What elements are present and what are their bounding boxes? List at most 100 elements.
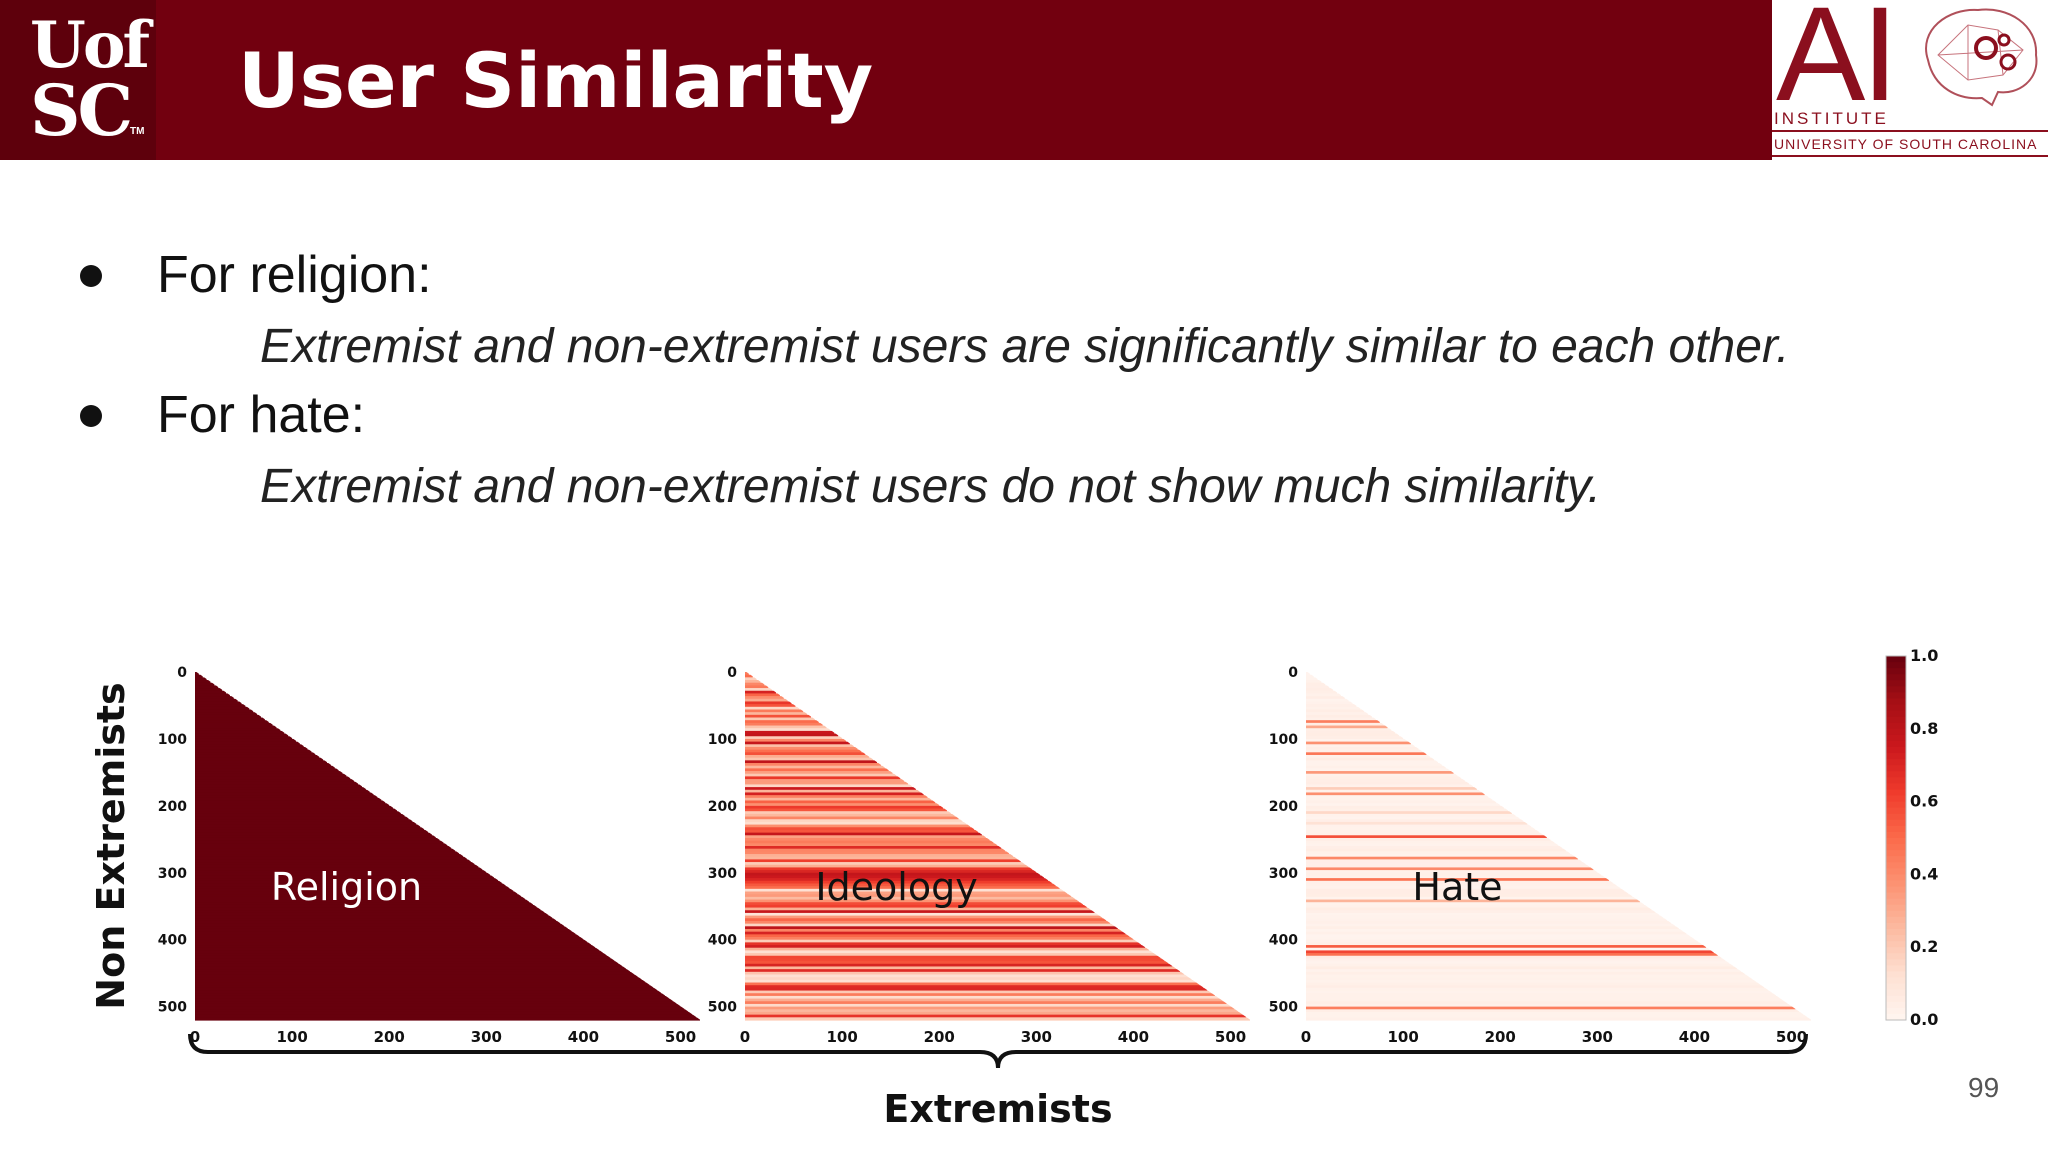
heatmap-row-religion	[195, 672, 199, 676]
heatmap-row-religion	[195, 867, 483, 871]
heatmap-row-ideology	[745, 690, 777, 695]
heatmap-row-ideology	[745, 1003, 1231, 1008]
colorbar-segment	[1886, 771, 1906, 778]
heatmap-row-hate	[1306, 896, 1637, 901]
heatmap-row-hate	[1306, 979, 1757, 984]
heatmap-row-religion	[195, 776, 351, 780]
heatmap-row-religion	[195, 953, 607, 957]
heatmap-row-hate	[1306, 840, 1555, 844]
heatmap-row-ideology	[745, 910, 1095, 914]
heatmap-row-hate	[1306, 728, 1392, 732]
colorbar-segment	[1886, 698, 1906, 706]
heatmap-row-ideology	[745, 870, 1037, 874]
colorbar-segment	[1886, 941, 1906, 948]
colorbar-segment	[1886, 819, 1906, 827]
heatmap-row-ideology	[745, 971, 1184, 976]
y-tick-label: 400	[158, 933, 187, 949]
heatmap-row-religion	[195, 942, 592, 946]
heatmap-row-ideology	[745, 730, 835, 735]
heatmap-row-ideology	[745, 966, 1177, 970]
heatmap-row-hate	[1306, 856, 1578, 860]
colorbar-segment	[1886, 753, 1906, 760]
colorbar-segment	[1886, 880, 1906, 888]
heatmap-row-hate	[1306, 821, 1528, 826]
colorbar-segment	[1886, 892, 1906, 900]
heatmap-row-religion	[195, 848, 456, 852]
heatmap-row-religion	[195, 854, 464, 858]
heatmap-row-religion	[195, 754, 320, 759]
heatmap-row-hate	[1306, 813, 1516, 818]
heatmap-row-ideology	[745, 886, 1060, 890]
heatmap-row-hate	[1306, 907, 1652, 911]
heatmap-row-ideology	[745, 757, 874, 761]
heatmap-row-religion	[195, 717, 265, 721]
heatmap-row-hate	[1306, 971, 1745, 976]
colorbar-segment	[1886, 874, 1906, 882]
heatmap-row-hate	[1306, 746, 1419, 751]
heatmap-row-ideology	[745, 872, 1041, 877]
heatmap-row-hate	[1306, 792, 1485, 796]
heatmap-row-ideology	[745, 899, 1080, 903]
heatmap-row-religion	[195, 875, 495, 879]
heatmap-row-ideology	[745, 819, 963, 823]
ai-institute-logo: AI INSTITUTE UNIVERSITY OF SOUTH CAROLIN…	[1772, 0, 2048, 160]
heatmap-row-ideology	[745, 918, 1107, 922]
heatmap-row-religion	[195, 864, 479, 869]
heatmap-row-ideology	[745, 741, 850, 745]
colorbar-segment	[1886, 716, 1906, 724]
heatmap-row-religion	[195, 859, 471, 863]
heatmap-row-hate	[1306, 698, 1349, 703]
y-tick-label: 100	[158, 732, 187, 748]
y-tick-label: 200	[158, 799, 187, 815]
heatmap-row-hate	[1306, 888, 1625, 893]
heatmap-row-ideology	[745, 979, 1196, 984]
heatmap-row-ideology	[745, 931, 1126, 935]
heatmap-row-hate	[1306, 837, 1551, 842]
heatmap-row-religion	[195, 969, 631, 973]
colorbar-segment	[1886, 813, 1906, 821]
heatmap-row-hate	[1306, 993, 1777, 997]
colorbar-segment	[1886, 1007, 1906, 1015]
colorbar-segment	[1886, 777, 1906, 784]
heatmap-row-ideology	[745, 891, 1068, 895]
heatmap-row-hate	[1306, 816, 1520, 820]
colorbar-segment	[1886, 801, 1906, 809]
heatmap-row-ideology	[745, 864, 1029, 869]
heatmap-row-ideology	[745, 746, 858, 751]
colorbar-segment	[1886, 710, 1906, 718]
y-tick-label: 300	[158, 866, 187, 882]
heatmap-row-religion	[195, 923, 565, 927]
colorbar-segment	[1886, 989, 1906, 997]
heatmap-row-ideology	[745, 816, 959, 820]
heatmap-row-ideology	[745, 907, 1091, 911]
y-tick-label: 200	[708, 799, 737, 815]
heatmap-row-hate	[1306, 928, 1683, 933]
heatmap-row-hate	[1306, 934, 1691, 938]
heatmap-row-religion	[195, 896, 526, 901]
heatmap-row-ideology	[745, 693, 780, 697]
heatmap-row-ideology	[745, 953, 1157, 957]
heatmap-row-hate	[1306, 902, 1644, 906]
heatmap-row-hate	[1306, 958, 1726, 962]
colorbar-segment	[1886, 983, 1906, 991]
heatmap-row-hate	[1306, 805, 1505, 810]
bullet-label-hate: For hate:	[157, 386, 366, 444]
colorbar-segment	[1886, 662, 1906, 669]
heatmap-row-ideology	[745, 781, 909, 786]
heatmap-row-ideology	[745, 752, 866, 756]
heatmap-row-hate	[1306, 1011, 1804, 1016]
colorbar-segment	[1886, 862, 1906, 869]
heatmap-row-religion	[195, 843, 448, 847]
y-tick-label: 300	[1269, 866, 1298, 882]
heatmap-row-hate	[1306, 789, 1481, 794]
heatmap-row-religion	[195, 904, 537, 909]
heatmap-row-hate	[1306, 771, 1454, 775]
heatmap-row-ideology	[745, 749, 862, 753]
heatmap-row-ideology	[745, 832, 982, 836]
heatmap-row-religion	[195, 947, 599, 951]
ai-logo-text: AI	[1776, 0, 1899, 129]
x-tick-label: 100	[826, 1028, 857, 1046]
heatmap-row-religion	[195, 872, 491, 877]
heatmap-row-hate	[1306, 977, 1753, 981]
heatmap-row-ideology	[745, 821, 967, 826]
